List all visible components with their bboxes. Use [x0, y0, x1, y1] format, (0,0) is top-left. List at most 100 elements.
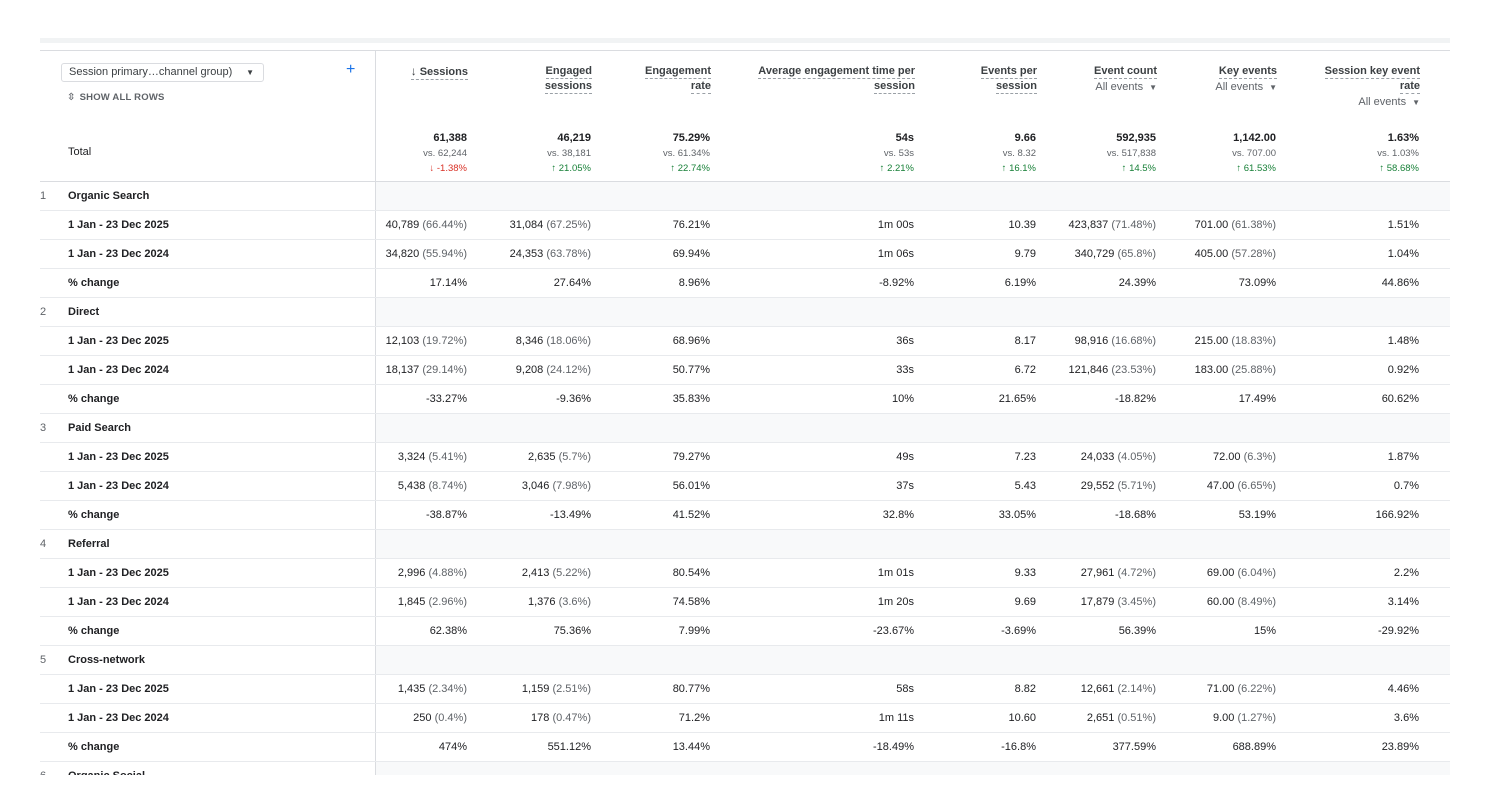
column-header-label: Key events	[1157, 64, 1277, 79]
table-row[interactable]: % change 474% 551.12% 13.44% -18.49% -16.8% 37…	[40, 732, 1450, 762]
row-cell: 40,789 (66.44%)	[375, 210, 468, 240]
row-cell: 1m 20s	[711, 587, 915, 617]
cell-value: 24,033	[1080, 450, 1115, 463]
row-cell: 80.54%	[592, 558, 711, 588]
cell-share: (7.98%)	[552, 479, 591, 492]
table-row[interactable]: 1 Jan - 23 Dec 2025 40,789 (66.44%) 31,084…	[40, 210, 1450, 240]
header-label-line: rate	[1399, 80, 1420, 94]
cell-share: (4.88%)	[428, 566, 467, 579]
row-spacer	[1420, 587, 1450, 617]
column-header-0[interactable]: ↓ Sessions	[375, 51, 468, 123]
cell-value: -16.8%	[1001, 740, 1036, 753]
row-spacer	[1420, 442, 1450, 472]
unfold-icon: ⇳	[67, 92, 76, 103]
column-header-5[interactable]: Event count All events ▼	[1037, 51, 1157, 123]
column-header-4[interactable]: Events per session	[915, 51, 1037, 123]
table-row[interactable]: 1 Jan - 23 Dec 2024 250 (0.4%) 178 (0.47%)…	[40, 703, 1450, 733]
row-cell: 6.72	[915, 355, 1037, 385]
total-change: ↑ 21.05%	[468, 161, 591, 176]
group-row[interactable]: 4 Referral	[40, 529, 1450, 559]
cell-value: 701.00	[1194, 218, 1229, 231]
total-value: 61,388	[433, 132, 467, 144]
table-row[interactable]: 1 Jan - 23 Dec 2025 12,103 (19.72%) 8,346 …	[40, 326, 1450, 356]
row-cell: 5.43	[915, 471, 1037, 501]
group-row[interactable]: 6 Organic Social	[40, 761, 1450, 775]
total-change: ↓ -1.38%	[376, 161, 468, 176]
table-row[interactable]: % change 17.14% 27.64% 8.96% -8.92% 6.19% 24.3…	[40, 268, 1450, 298]
cell-share: (61.38%)	[1231, 218, 1276, 231]
arrow-up-icon: ↑	[1121, 163, 1130, 174]
cell-value: -3.69%	[1001, 624, 1036, 637]
cell-value: 2,635	[528, 450, 556, 463]
group-row[interactable]: 5 Cross-network	[40, 645, 1450, 675]
add-dimension-icon[interactable]: +	[346, 61, 356, 78]
cell-value: -38.87%	[426, 508, 467, 521]
table-row[interactable]: 1 Jan - 23 Dec 2025 1,435 (2.34%) 1,159 (2…	[40, 674, 1450, 704]
total-change-value: 16.1%	[1009, 163, 1036, 174]
row-cell: 1.48%	[1277, 326, 1420, 356]
total-change: ↑ 22.74%	[592, 161, 710, 176]
table-row[interactable]: 1 Jan - 23 Dec 2025 2,996 (4.88%) 2,413 (5…	[40, 558, 1450, 588]
cell-value: 75.36%	[553, 624, 591, 637]
show-all-rows-button[interactable]: ⇳ SHOW ALL ROWS	[67, 92, 165, 103]
cell-value: 8,346	[515, 334, 544, 347]
column-header-7[interactable]: Session key event rate All events ▼	[1277, 51, 1420, 123]
event-filter-dropdown[interactable]: All events ▼	[1157, 81, 1277, 93]
row-cell: 69.00 (6.04%)	[1157, 558, 1277, 588]
column-header-label: Engagement rate	[592, 64, 711, 94]
dimension-selector[interactable]: Session primary…channel group) ▼	[61, 63, 264, 82]
table-row[interactable]: 1 Jan - 23 Dec 2024 1,845 (2.96%) 1,376 (3…	[40, 587, 1450, 617]
row-label: 1 Jan - 23 Dec 2025	[40, 210, 376, 240]
row-cell: 37s	[711, 471, 915, 501]
cell-value: 9.69	[1014, 595, 1036, 608]
row-cell: 8.82	[915, 674, 1037, 704]
group-name: Cross-network	[68, 653, 146, 666]
total-compare: vs. 517,838	[1106, 148, 1156, 159]
total-row: Total 61,388 vs. 62,244 ↓ -1.38% 46,219 vs. …	[40, 123, 1450, 182]
total-compare: vs. 62,244	[423, 148, 467, 159]
column-header-2[interactable]: Engagement rate	[592, 51, 711, 123]
group-row[interactable]: 3 Paid Search	[40, 413, 1450, 443]
table-row[interactable]: % change -33.27% -9.36% 35.83% 10% 21.65% -18.…	[40, 384, 1450, 414]
cell-share: (4.05%)	[1117, 450, 1156, 463]
total-change: ↑ 2.21%	[711, 161, 914, 176]
header-label-line: Event count	[1094, 65, 1157, 79]
cell-share: (19.72%)	[422, 334, 467, 347]
event-filter-dropdown[interactable]: All events ▼	[1277, 96, 1420, 108]
cell-value: 4.46%	[1387, 682, 1419, 695]
total-value: 46,219	[557, 132, 591, 144]
cell-value: 1,435	[397, 682, 426, 695]
row-cell: 1.04%	[1277, 239, 1420, 269]
group-row[interactable]: 2 Direct	[40, 297, 1450, 327]
event-filter-dropdown[interactable]: All events ▼	[1037, 81, 1157, 93]
row-cell: 9.00 (1.27%)	[1157, 703, 1277, 733]
total-cell: 54s vs. 53s ↑ 2.21%	[711, 123, 915, 182]
header-label-line: sessions	[544, 80, 592, 94]
row-cell: 3,324 (5.41%)	[375, 442, 468, 472]
group-row[interactable]: 1 Organic Search	[40, 181, 1450, 211]
row-cell: -18.82%	[1037, 384, 1157, 414]
row-cell: 3,046 (7.98%)	[468, 471, 592, 501]
cell-value: 98,916	[1074, 334, 1109, 347]
table-row[interactable]: 1 Jan - 23 Dec 2024 34,820 (55.94%) 24,353…	[40, 239, 1450, 269]
caret-down-icon: ▼	[1412, 98, 1420, 107]
row-spacer	[1420, 268, 1450, 298]
row-cell: 551.12%	[468, 732, 592, 762]
table-row[interactable]: 1 Jan - 23 Dec 2024 5,438 (8.74%) 3,046 (7…	[40, 471, 1450, 501]
total-cell: 61,388 vs. 62,244 ↓ -1.38%	[375, 123, 468, 182]
column-header-6[interactable]: Key events All events ▼	[1157, 51, 1277, 123]
table-row[interactable]: 1 Jan - 23 Dec 2024 18,137 (29.14%) 9,208 …	[40, 355, 1450, 385]
table-row[interactable]: 1 Jan - 23 Dec 2025 3,324 (5.41%) 2,635 (5…	[40, 442, 1450, 472]
column-header-1[interactable]: Engaged sessions	[468, 51, 592, 123]
table-row[interactable]: % change -38.87% -13.49% 41.52% 32.8% 33.05% -…	[40, 500, 1450, 530]
table-row[interactable]: % change 62.38% 75.36% 7.99% -23.67% -3.69% 56…	[40, 616, 1450, 646]
total-change-value: 61.53%	[1243, 163, 1276, 174]
cell-share: (29.14%)	[422, 363, 467, 376]
cell-value: 31,084	[509, 218, 544, 231]
cell-share: (1.27%)	[1237, 711, 1276, 724]
cell-share: (66.44%)	[422, 218, 467, 231]
column-header-3[interactable]: Average engagement time per session	[711, 51, 915, 123]
row-cell: 2,635 (5.7%)	[468, 442, 592, 472]
cell-value: 53.19%	[1238, 508, 1276, 521]
cell-value: -18.82%	[1115, 392, 1156, 405]
